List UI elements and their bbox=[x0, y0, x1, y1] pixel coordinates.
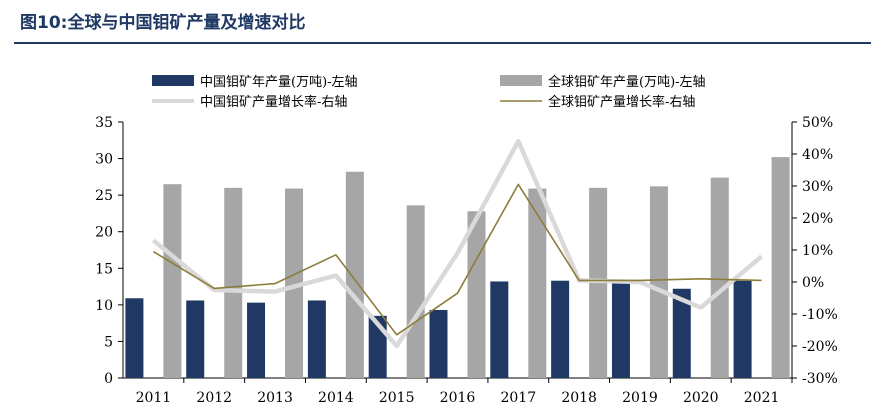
plot-area: 0 5 10 15 20 25 30 35 -30% -20% -10% 0% 10% 20% 30% 40%… bbox=[95, 115, 838, 406]
title-divider bbox=[14, 42, 871, 44]
china-production-bar bbox=[247, 302, 266, 378]
china-production-bar bbox=[672, 288, 691, 378]
x-axis-tick-label: 2018 bbox=[561, 390, 597, 406]
global-production-bar bbox=[345, 171, 364, 378]
right-axis-tick-label: 50% bbox=[802, 115, 833, 131]
china-production-bar bbox=[186, 300, 205, 378]
left-axis-tick-label: 10 bbox=[95, 298, 113, 314]
left-axis-tick-label: 20 bbox=[95, 225, 113, 241]
global-production-bar bbox=[163, 184, 182, 378]
right-axis-tick-label: 10% bbox=[802, 243, 833, 259]
global-growth-line bbox=[152, 183, 762, 336]
x-axis-tick-label: 2013 bbox=[257, 390, 293, 406]
china-production-bar bbox=[551, 280, 570, 378]
china-production-bar bbox=[125, 298, 144, 378]
x-axis-tick-label: 2014 bbox=[318, 390, 354, 406]
x-axis-tick-label: 2015 bbox=[379, 390, 415, 406]
global-production-bar bbox=[771, 157, 790, 378]
x-axis-tick-label: 2020 bbox=[683, 390, 719, 406]
right-axis-tick-label: -10% bbox=[802, 307, 838, 323]
legend-label-china-production: 中国钼矿年产量(万吨)-左轴 bbox=[200, 75, 358, 90]
global-production-bar bbox=[528, 188, 547, 378]
left-axis-tick-label: 30 bbox=[95, 152, 113, 168]
left-axis-tick-label: 0 bbox=[104, 371, 113, 387]
global-production-bar bbox=[710, 177, 729, 378]
china-growth-line bbox=[151, 138, 764, 349]
right-axis-tick-label: 20% bbox=[802, 211, 833, 227]
x-axis-tick-label: 2019 bbox=[622, 390, 658, 406]
legend-label-china-growth: 中国钼矿产量增长率-右轴 bbox=[200, 94, 347, 110]
global-production-bar bbox=[649, 186, 668, 378]
legend-label-global-production: 全球钼矿年产量(万吨)-左轴 bbox=[548, 74, 706, 90]
left-axis-tick-label: 15 bbox=[95, 261, 113, 277]
x-axis-tick-label: 2017 bbox=[500, 390, 536, 406]
left-axis-tick-label: 35 bbox=[95, 115, 113, 131]
left-axis-tick-label: 25 bbox=[95, 188, 113, 204]
global-production-bar bbox=[467, 211, 486, 378]
legend-label-global-growth: 全球钼矿产量增长率-右轴 bbox=[548, 94, 695, 110]
x-axis-tick-label: 2012 bbox=[196, 390, 232, 406]
global-production-bar bbox=[406, 205, 425, 378]
global-production-bar bbox=[285, 188, 304, 378]
legend-swatch-global-production bbox=[500, 75, 542, 86]
x-axis-tick-label: 2011 bbox=[136, 390, 172, 406]
right-axis-tick-label: 0% bbox=[802, 275, 824, 291]
right-axis-tick-label: -20% bbox=[802, 339, 838, 355]
right-axis-tick-label: 40% bbox=[802, 147, 833, 163]
right-axis-tick-label: 30% bbox=[802, 179, 833, 195]
legend: 中国钼矿年产量(万吨)-左轴 全球钼矿年产量(万吨)-左轴 中国钼矿产量增长率-… bbox=[152, 74, 706, 110]
x-axis-tick-label: 2021 bbox=[744, 390, 780, 406]
legend-swatch-china-production bbox=[152, 75, 194, 86]
chart-title: 图10:全球与中国钼矿产量及增速对比 bbox=[20, 13, 306, 33]
x-axis-tick-label: 2016 bbox=[440, 390, 476, 406]
global-production-bar bbox=[224, 187, 243, 378]
china-production-bar bbox=[429, 309, 448, 378]
china-production-bar bbox=[307, 300, 326, 378]
china-production-bar bbox=[733, 280, 752, 378]
china-production-bar bbox=[490, 281, 509, 378]
right-axis-tick-label: -30% bbox=[802, 371, 838, 387]
china-production-bar bbox=[611, 282, 630, 378]
left-axis-tick-label: 5 bbox=[104, 334, 113, 350]
